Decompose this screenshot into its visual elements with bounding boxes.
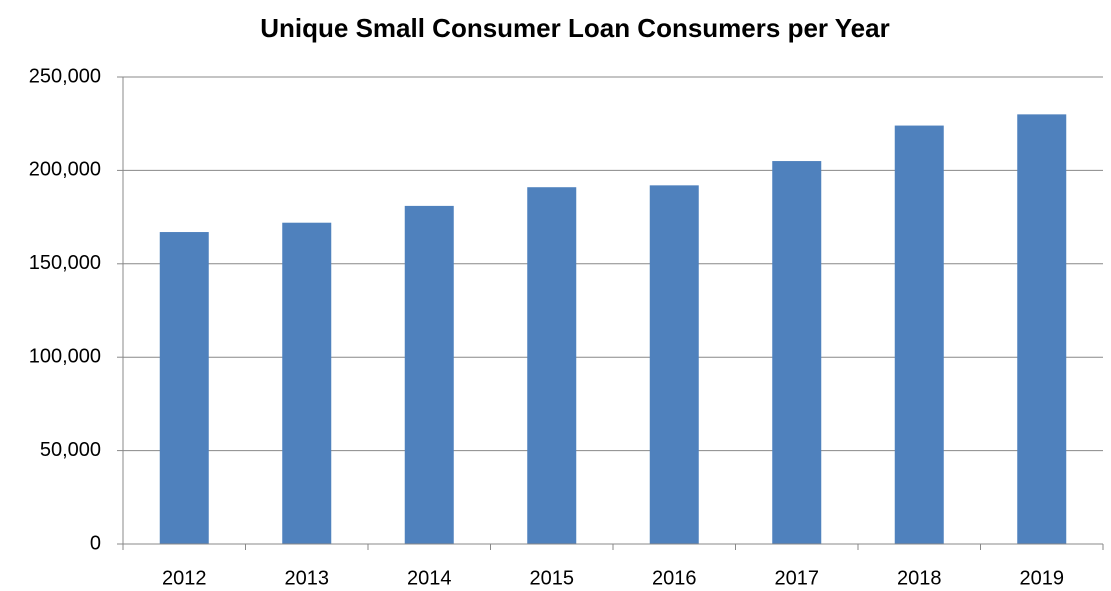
y-tick-label: 0: [90, 532, 101, 554]
y-tick-label: 50,000: [40, 439, 101, 461]
y-tick-label: 100,000: [29, 345, 101, 367]
x-tick-label: 2015: [530, 567, 575, 589]
x-tick-label: 2018: [897, 567, 942, 589]
bar: [282, 222, 332, 545]
x-tick-label: 2012: [162, 567, 207, 589]
x-tick-label: 2016: [652, 567, 697, 589]
x-tick-label: 2014: [407, 567, 452, 589]
bar: [649, 185, 699, 544]
y-tick-label: 150,000: [29, 252, 101, 274]
x-tick-label: 2017: [775, 567, 820, 589]
chart-title: Unique Small Consumer Loan Consumers per…: [260, 13, 889, 43]
bar: [404, 205, 454, 544]
bar: [772, 161, 822, 544]
y-tick-label: 250,000: [29, 65, 101, 87]
bar: [894, 125, 944, 545]
bar: [1017, 114, 1067, 545]
bar: [159, 232, 209, 544]
bar: [527, 187, 577, 544]
x-tick-label: 2019: [1020, 567, 1065, 589]
y-tick-label: 200,000: [29, 159, 101, 181]
x-tick-label: 2013: [285, 567, 330, 589]
